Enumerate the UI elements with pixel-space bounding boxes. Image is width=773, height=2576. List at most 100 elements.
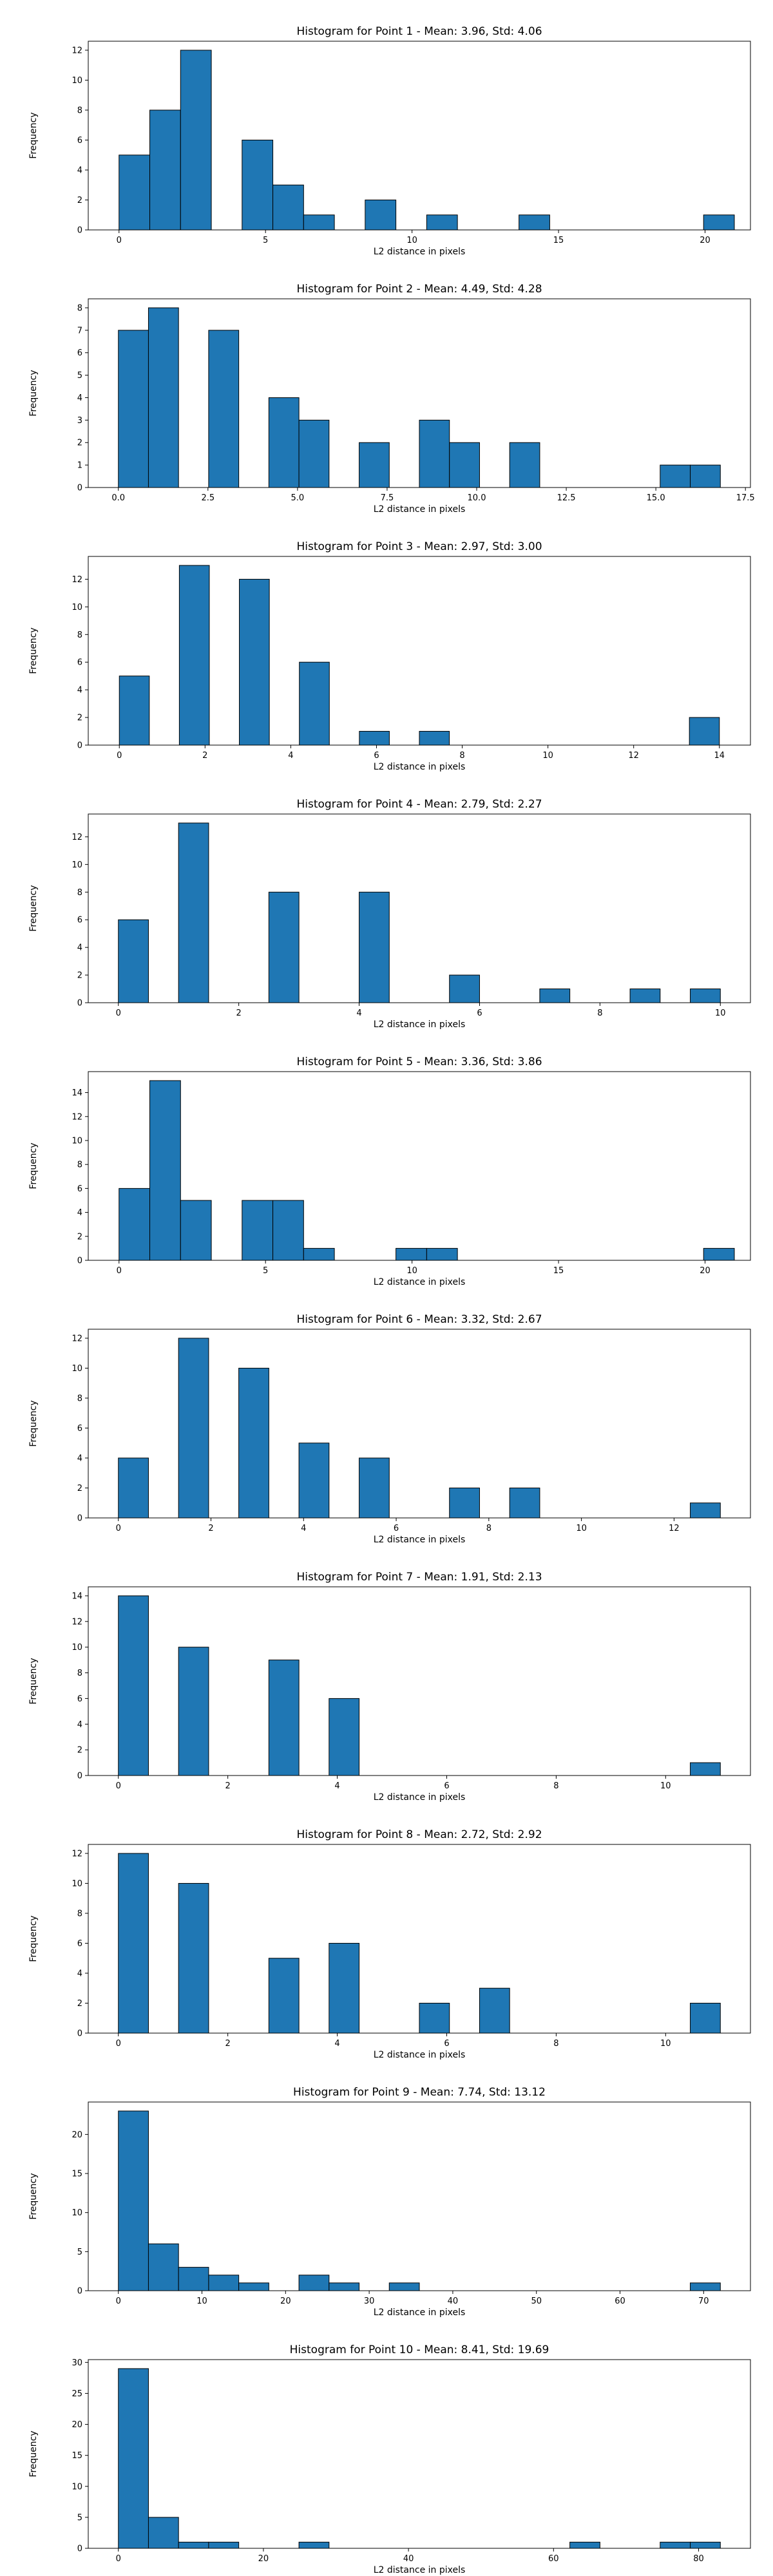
x-axis-label: L2 distance in pixels [374,2307,466,2318]
x-tick-label: 17.5 [736,493,755,503]
x-axis-label: L2 distance in pixels [374,1277,466,1287]
histogram-panel-2: Histogram for Point 2 - Mean: 4.49, Std:… [28,283,755,515]
histogram-bar [660,464,691,488]
y-tick-label: 7 [77,326,82,336]
histogram-panel-5: Histogram for Point 5 - Mean: 3.36, Std:… [28,1056,751,1287]
x-tick-label: 0 [117,751,122,761]
y-tick-label: 30 [72,2358,82,2368]
y-tick-label: 0 [77,999,82,1009]
chart-title: Histogram for Point 5 - Mean: 3.36, Std:… [296,1056,542,1068]
histogram-bar [359,442,390,488]
y-tick-label: 12 [72,833,82,842]
y-tick-label: 10 [72,1364,82,1374]
x-tick-label: 6 [444,1781,449,1791]
x-tick-label: 10 [406,236,417,245]
y-tick-label: 10 [72,2208,82,2218]
x-tick-label: 8 [553,2039,558,2049]
histogram-bar [396,1247,427,1261]
x-tick-label: 2 [236,1009,241,1018]
y-tick-label: 4 [77,686,82,696]
histogram-bar [118,919,149,1003]
histogram-bar [178,822,209,1003]
y-axis-label: Frequency [28,370,39,416]
histogram-bar [690,2541,721,2549]
y-tick-label: 5 [77,2248,82,2257]
chart-title: Histogram for Point 8 - Mean: 2.72, Std:… [296,1828,542,1841]
histogram-bar [690,1762,721,1776]
y-tick-label: 12 [72,1334,82,1343]
x-tick-label: 20 [700,236,711,245]
histogram-bar [180,1200,212,1261]
histogram-bar [449,974,480,1003]
y-tick-label: 3 [77,416,82,426]
histogram-bar [509,1487,540,1519]
x-axis-label: L2 distance in pixels [374,1535,466,1545]
histogram-bar [180,50,212,231]
plot-frame [88,2359,751,2549]
x-tick-label: 8 [553,1781,558,1791]
x-tick-label: 5.0 [291,493,305,503]
histogram-bar [149,1080,181,1261]
x-tick-label: 40 [448,2297,459,2306]
histogram-bar [118,330,149,488]
x-tick-label: 2.5 [201,493,215,503]
x-tick-label: 4 [334,1781,339,1791]
histogram-bar [178,1647,209,1776]
y-axis-label: Frequency [28,627,39,674]
y-tick-label: 6 [77,1424,82,1434]
y-tick-label: 10 [72,603,82,612]
histogram-bar [268,891,300,1003]
y-tick-label: 10 [72,76,82,86]
chart-title: Histogram for Point 10 - Mean: 8.41, Std… [290,2344,549,2356]
histogram-bar [419,731,450,746]
x-axis-label: L2 distance in pixels [374,762,466,772]
histogram-bar [119,155,151,231]
chart-title: Histogram for Point 3 - Mean: 2.97, Std:… [296,540,542,553]
histogram-bar [148,2243,179,2291]
y-tick-label: 0 [77,741,82,751]
histogram-bar [329,1942,360,2034]
x-tick-label: 0 [116,2554,121,2564]
y-tick-label: 6 [77,1939,82,1949]
histogram-bar [272,1200,304,1261]
y-tick-label: 20 [72,2420,82,2430]
y-tick-label: 8 [77,1160,82,1170]
histogram-bar [119,1188,151,1261]
chart-title: Histogram for Point 4 - Mean: 2.79, Std:… [296,798,542,811]
x-tick-label: 6 [444,2039,449,2049]
y-tick-label: 2 [77,714,82,723]
histogram-bar [148,307,179,488]
histogram-bar [268,1958,300,2034]
y-tick-label: 15 [72,2451,82,2461]
plot-frame [88,41,751,231]
plot-frame [88,1329,751,1519]
histogram-bar [268,1660,300,1776]
y-tick-label: 20 [72,2130,82,2140]
y-tick-label: 8 [77,1909,82,1918]
histogram-bar [238,2282,269,2291]
plot-frame [88,2101,751,2291]
x-tick-label: 2 [225,1781,231,1791]
x-tick-label: 0 [116,2297,121,2306]
x-tick-label: 60 [548,2554,559,2564]
x-tick-label: 8 [597,1009,602,1018]
y-tick-label: 8 [77,303,82,313]
histogram-bar [118,1853,149,2034]
x-tick-label: 0 [116,1009,121,1018]
x-tick-label: 70 [698,2297,709,2306]
histogram-panel-9: Histogram for Point 9 - Mean: 7.74, Std:… [28,2086,751,2318]
histogram-bar [365,199,397,231]
histogram-bar [329,2282,360,2291]
y-tick-label: 4 [77,943,82,953]
histogram-bar [419,419,450,488]
histogram-bar [268,397,300,488]
histogram-panel-10: Histogram for Point 10 - Mean: 8.41, Std… [28,2344,751,2575]
x-tick-label: 2 [202,751,207,761]
y-tick-label: 2 [77,196,82,205]
histogram-bar [148,2517,179,2549]
y-tick-label: 12 [72,46,82,55]
y-tick-label: 0 [77,226,82,236]
histogram-bar [519,214,550,231]
x-tick-label: 7.5 [381,493,394,503]
